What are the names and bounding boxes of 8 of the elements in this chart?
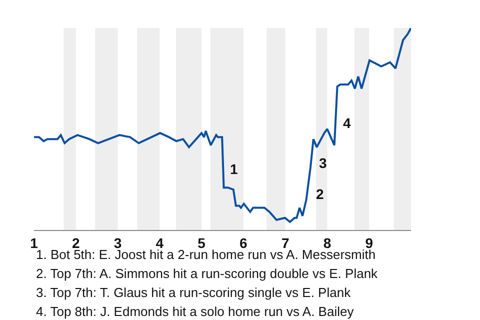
text: 3. Top 7th: T. Glaus hit a run-scoring single vs E. Plank [36, 285, 352, 300]
annotation: 3 [319, 155, 327, 171]
annotation: 4 [343, 115, 351, 131]
annotation: 1 [230, 161, 238, 177]
annotation: 2 [316, 186, 324, 202]
text: 4. Top 8th: J. Edmonds hit a solo home run vs A. Bailey [36, 304, 354, 319]
text: 2. Top 7th: A. Simmons hit a run-scoring double vs E. Plank [36, 266, 378, 281]
x-tick-label: 1 [30, 234, 38, 251]
